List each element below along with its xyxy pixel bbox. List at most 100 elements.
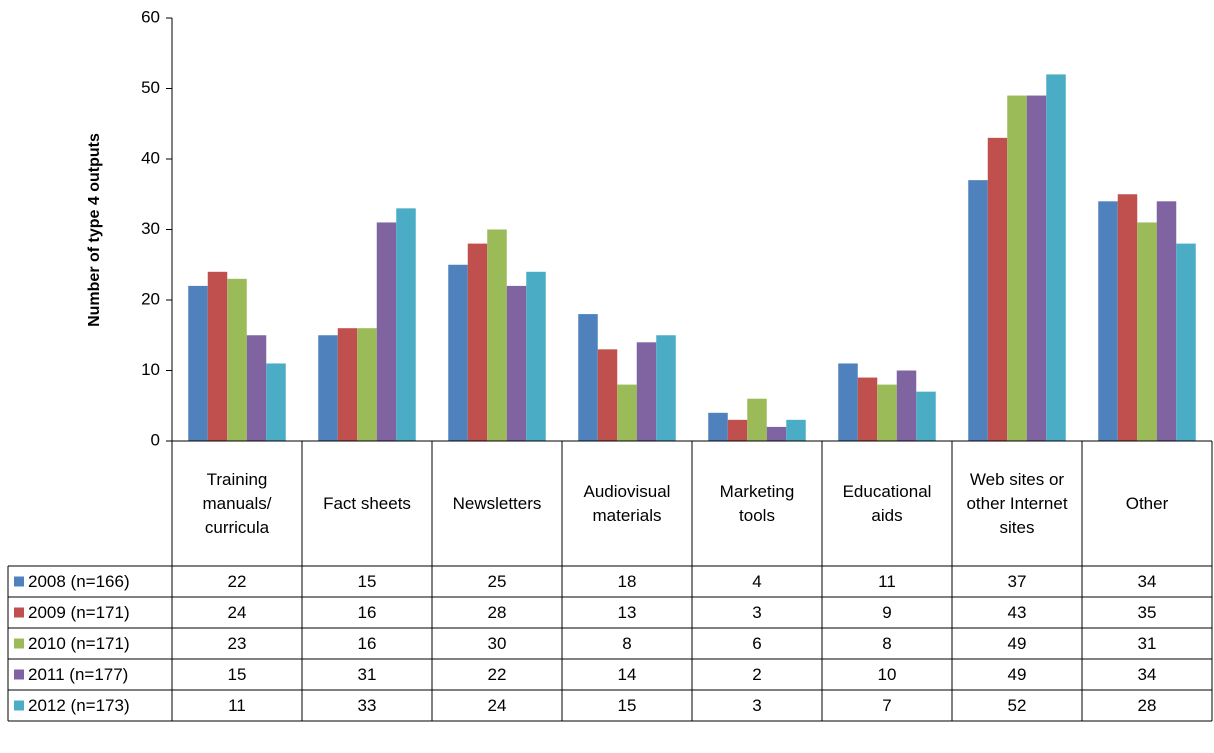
x-tick-label: Fact sheets — [323, 493, 411, 513]
table-value: 9 — [882, 603, 891, 622]
bar — [487, 229, 507, 441]
category-cell: Training manuals/ curricula — [202, 469, 272, 537]
legend-swatch — [14, 576, 24, 587]
bar — [597, 349, 618, 441]
table-value: 28 — [1138, 696, 1157, 715]
table-value: 24 — [228, 603, 247, 622]
table-value: 15 — [358, 572, 377, 591]
table-value: 15 — [228, 665, 247, 684]
bar — [708, 412, 728, 441]
table-value: 4 — [752, 572, 761, 591]
table-value: 52 — [1008, 696, 1027, 715]
table-value: 15 — [618, 696, 637, 715]
table-value: 8 — [622, 634, 631, 653]
bar — [877, 384, 897, 441]
table-value: 34 — [1138, 665, 1157, 684]
bar — [227, 278, 247, 441]
table-value: 34 — [1138, 572, 1157, 591]
table-value: 22 — [228, 572, 247, 591]
bar — [266, 363, 286, 441]
bar — [357, 328, 377, 441]
table-value: 30 — [488, 634, 507, 653]
category-cell: Marketing tools — [719, 481, 795, 525]
bar — [1156, 201, 1177, 441]
category-cell: Audiovisual materials — [584, 482, 671, 525]
bar — [207, 271, 228, 441]
legend-swatch — [14, 638, 24, 649]
table-value: 33 — [358, 696, 377, 715]
table-value: 3 — [752, 696, 761, 715]
bar — [896, 370, 917, 441]
bar — [727, 419, 748, 441]
table-value: 37 — [1008, 572, 1027, 591]
table-value: 28 — [488, 603, 507, 622]
bar — [1046, 74, 1066, 442]
bar — [318, 335, 338, 441]
table-value: 3 — [752, 603, 761, 622]
table-value: 31 — [1138, 634, 1157, 653]
bar — [656, 335, 676, 441]
bar — [786, 419, 806, 441]
bar — [448, 264, 468, 441]
table-value: 35 — [1138, 603, 1157, 622]
table-value: 14 — [618, 665, 637, 684]
legend-swatch — [14, 607, 24, 618]
bar — [1176, 243, 1196, 441]
legend-label: 2012 (n=173) — [28, 696, 130, 715]
legend-swatch — [14, 669, 24, 680]
table-value: 11 — [878, 572, 896, 591]
category-cell: Educational aids — [843, 482, 932, 525]
table-value: 6 — [752, 634, 761, 653]
table-value: 18 — [618, 572, 637, 591]
bar — [396, 208, 416, 441]
bar — [1137, 222, 1157, 441]
table-value: 7 — [882, 696, 891, 715]
table-value: 43 — [1008, 603, 1027, 622]
table-value: 8 — [882, 634, 891, 653]
bar — [636, 342, 657, 441]
category-cell: Web sites or other Internet sites — [966, 469, 1068, 537]
x-tick-label: Newsletters — [452, 493, 542, 513]
bar — [857, 377, 878, 441]
bar — [337, 328, 358, 441]
y-tick-label: 0 — [151, 430, 160, 449]
bar — [506, 285, 527, 441]
bar — [1117, 194, 1138, 441]
bar — [838, 363, 858, 441]
table-value: 49 — [1008, 634, 1027, 653]
legend-label: 2008 (n=166) — [28, 572, 130, 591]
table-value: 22 — [488, 665, 507, 684]
category-cell: Newsletters — [452, 493, 542, 513]
bar — [916, 391, 936, 441]
table-value: 13 — [618, 603, 637, 622]
bar — [617, 384, 637, 441]
table-value: 31 — [358, 665, 377, 684]
bar — [578, 314, 598, 441]
bar — [526, 271, 546, 441]
bar — [1098, 201, 1118, 441]
x-tick-label: Marketing tools — [719, 481, 795, 525]
y-tick-label: 10 — [141, 360, 160, 379]
legend-label: 2009 (n=171) — [28, 603, 130, 622]
bar — [1007, 95, 1027, 442]
y-tick-label: 40 — [141, 148, 160, 167]
y-tick-label: 50 — [141, 78, 160, 97]
bar — [188, 285, 208, 441]
legend-label: 2011 (n=177) — [28, 665, 128, 684]
table-value: 2 — [752, 665, 761, 684]
legend-swatch — [14, 700, 24, 711]
bar — [766, 426, 787, 441]
x-tick-label: Web sites or other Internet sites — [966, 469, 1068, 537]
bar — [747, 398, 767, 441]
x-tick-label: Training manuals/ curricula — [202, 469, 272, 537]
table-value: 11 — [228, 696, 246, 715]
y-tick-label: 20 — [141, 289, 160, 308]
legend-label: 2010 (n=171) — [28, 634, 130, 653]
category-cell: Fact sheets — [323, 493, 411, 513]
table-value: 16 — [358, 603, 377, 622]
x-tick-label: Other — [1125, 493, 1169, 513]
table-value: 49 — [1008, 665, 1027, 684]
category-cell: Other — [1125, 493, 1169, 513]
